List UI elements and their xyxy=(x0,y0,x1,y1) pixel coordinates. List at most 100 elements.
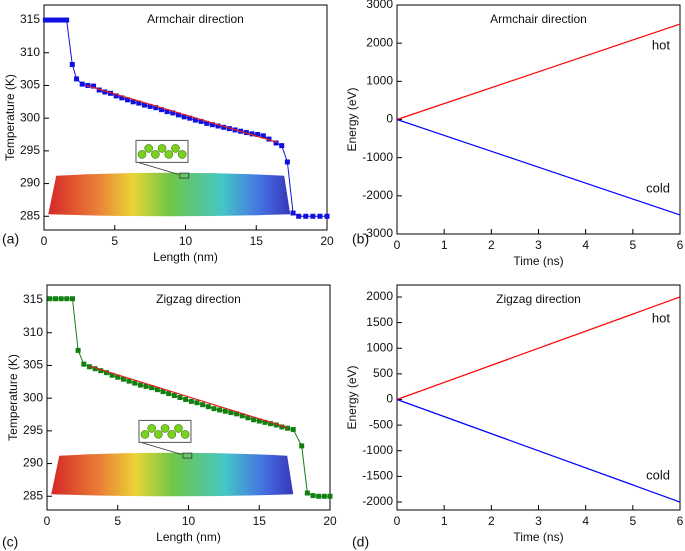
series-line xyxy=(396,296,681,401)
series-label: hot xyxy=(652,38,670,53)
data-point xyxy=(198,118,204,124)
data-point xyxy=(245,415,251,421)
x-tick-label: 0 xyxy=(394,514,401,528)
data-point xyxy=(103,370,109,376)
data-point xyxy=(222,408,228,414)
series-label: cold xyxy=(646,180,670,195)
x-tick-label: 3 xyxy=(535,238,542,252)
y-axis-title: Energy (eV) xyxy=(345,87,359,151)
data-point xyxy=(187,115,193,121)
data-point xyxy=(170,110,176,116)
data-point xyxy=(296,213,302,219)
data-point xyxy=(177,395,183,400)
atom xyxy=(157,144,167,153)
y-axis-title: Temperature (K) xyxy=(6,354,20,441)
y-tick-label: 300 xyxy=(20,110,40,124)
panel-title: Armchair direction xyxy=(147,12,244,26)
data-point xyxy=(74,76,80,82)
data-point xyxy=(51,17,57,23)
x-axis-title: Time (ns) xyxy=(513,254,563,268)
y-tick-label: 0 xyxy=(386,392,393,406)
atom xyxy=(140,430,150,439)
series-line xyxy=(86,84,278,143)
atom xyxy=(171,144,180,153)
data-point xyxy=(310,213,316,219)
data-point xyxy=(143,383,149,389)
heat-map-inset xyxy=(48,172,291,217)
data-point xyxy=(290,210,296,216)
data-point xyxy=(279,424,285,430)
data-point xyxy=(255,132,261,138)
y-tick-label: 2000 xyxy=(366,35,393,49)
series-line xyxy=(396,118,681,216)
panel-label: (c) xyxy=(2,534,18,550)
data-point xyxy=(166,391,172,397)
panel-title: Zigzag direction xyxy=(496,292,581,306)
data-point xyxy=(69,296,75,302)
y-tick-label: 315 xyxy=(20,12,40,26)
data-point xyxy=(221,124,227,130)
data-point xyxy=(86,364,92,370)
data-point xyxy=(58,296,64,302)
x-tick-label: 20 xyxy=(320,234,334,248)
atom xyxy=(154,430,163,439)
y-tick-label: 1500 xyxy=(366,315,393,329)
atom xyxy=(151,150,160,159)
y-tick-label: 285 xyxy=(23,488,43,502)
data-point xyxy=(120,376,126,382)
data-point xyxy=(249,131,255,137)
data-point xyxy=(42,17,48,23)
data-point xyxy=(194,400,200,406)
y-tick-label: 0 xyxy=(386,112,393,126)
data-point xyxy=(321,493,327,499)
data-point xyxy=(211,406,217,412)
data-point xyxy=(183,396,189,402)
data-point xyxy=(215,123,221,129)
data-point xyxy=(266,136,272,142)
y-tick-label: -1000 xyxy=(362,150,393,164)
data-point xyxy=(154,387,160,393)
data-point xyxy=(149,385,155,391)
series-line xyxy=(396,23,681,121)
y-tick-label: 305 xyxy=(23,358,43,372)
y-tick-label: 500 xyxy=(373,366,393,380)
y-tick-label: 310 xyxy=(23,325,43,339)
data-point xyxy=(75,347,81,353)
x-tick-label: 0 xyxy=(41,234,48,248)
data-point xyxy=(47,17,53,23)
data-point xyxy=(98,368,104,374)
x-tick-label: 4 xyxy=(582,238,589,252)
data-point xyxy=(96,87,102,93)
zoom-line xyxy=(140,442,182,455)
plot-frame xyxy=(396,284,681,511)
data-point xyxy=(317,213,323,219)
data-point xyxy=(102,89,108,95)
panel-label: (d) xyxy=(352,534,369,550)
x-tick-label: 2 xyxy=(488,514,495,528)
x-tick-label: 6 xyxy=(677,514,684,528)
atom xyxy=(164,150,174,159)
y-tick-label: -3000 xyxy=(362,226,393,240)
atom xyxy=(137,150,147,159)
x-tick-label: 10 xyxy=(182,514,196,528)
series-line xyxy=(396,398,681,503)
panel-title: Zigzag direction xyxy=(156,292,241,306)
y-tick-label: 295 xyxy=(23,423,43,437)
data-point xyxy=(132,380,138,386)
zoom-line xyxy=(137,162,179,175)
data-point xyxy=(171,393,177,399)
x-tick-label: 6 xyxy=(677,238,684,252)
x-tick-label: 5 xyxy=(114,514,121,528)
atom xyxy=(160,424,170,433)
data-point xyxy=(59,17,65,23)
data-point xyxy=(108,90,114,96)
data-point xyxy=(304,490,310,496)
data-point xyxy=(136,100,142,106)
atom xyxy=(177,150,187,159)
data-point xyxy=(115,374,121,380)
y-tick-label: -1000 xyxy=(362,443,393,457)
x-tick-label: 3 xyxy=(535,514,542,528)
data-point xyxy=(109,372,115,378)
data-point xyxy=(137,382,143,388)
